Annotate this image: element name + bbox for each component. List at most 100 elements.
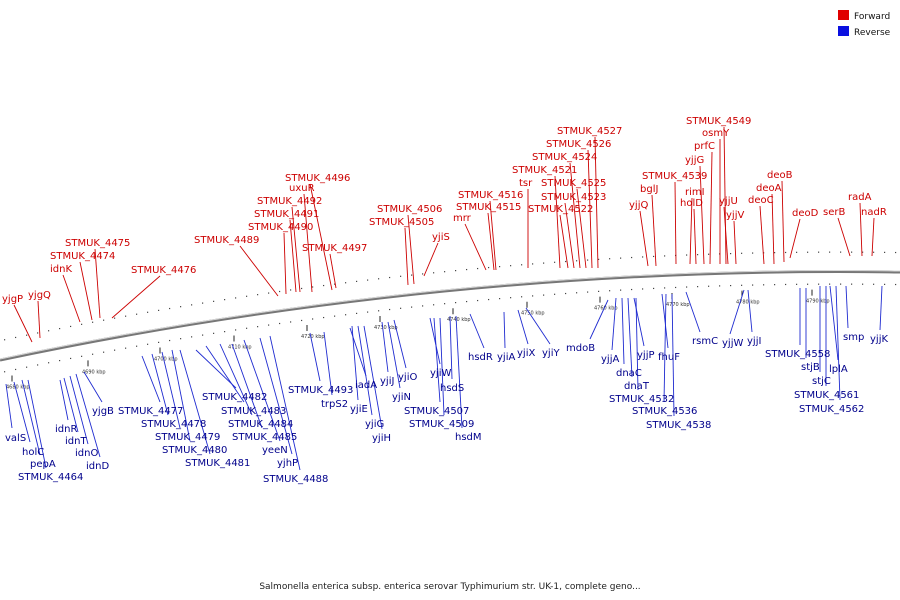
reverse-leader-line — [381, 321, 389, 373]
reverse-leader-line — [747, 289, 753, 333]
track-dot — [136, 313, 138, 315]
forward-leader-line — [404, 227, 409, 286]
track-dot — [774, 284, 776, 286]
track-dot — [829, 283, 831, 285]
reverse-gene-label: STMUK_4482 — [202, 392, 267, 403]
reverse-gene-label: yjiW — [430, 368, 451, 379]
backbone-highlight — [0, 270, 900, 360]
track-dot — [92, 353, 94, 355]
reverse-gene-label: yjiJ — [380, 376, 394, 387]
track-dot — [598, 258, 600, 260]
track-dot — [466, 268, 468, 271]
tick-label: 4700 kbp — [154, 356, 178, 362]
forward-leader-line — [781, 180, 785, 263]
tick-label: 4780 kbp — [736, 300, 760, 306]
forward-gene-label: radA — [848, 192, 872, 203]
track-dot — [884, 283, 886, 285]
forward-gene-label: yjgP — [2, 294, 23, 305]
track-dot — [378, 310, 380, 312]
track-dot — [378, 278, 380, 280]
reverse-gene-label: STMUK_4561 — [794, 390, 859, 401]
reverse-leader-line — [21, 379, 41, 456]
forward-leader-line — [733, 220, 737, 265]
reverse-leader-line — [63, 377, 79, 433]
track-dot — [719, 285, 721, 287]
track-dot — [532, 295, 534, 297]
track-dot — [48, 362, 50, 364]
track-dot — [15, 336, 17, 339]
reverse-gene-label: idnT — [65, 436, 87, 447]
reverse-gene-label: STMUK_4485 — [232, 432, 297, 443]
legend-swatch-forward — [838, 10, 849, 20]
forward-gene-label: STMUK_4476 — [131, 265, 196, 276]
forward-gene-label: STMUK_4492 — [257, 196, 322, 207]
track-dot — [323, 284, 325, 287]
track-dot — [818, 251, 820, 253]
track-dot — [400, 275, 402, 277]
reverse-leader-line — [219, 343, 253, 416]
legend: Forward Reverse — [838, 10, 891, 38]
reverse-leader-line — [179, 349, 211, 455]
track-dot — [521, 296, 523, 298]
track-dot — [708, 253, 710, 255]
track-dot — [4, 339, 6, 341]
reverse-leader-line — [171, 349, 191, 442]
forward-leader-line — [291, 206, 301, 293]
forward-leader-line — [693, 208, 697, 265]
reverse-leader-line — [627, 297, 633, 378]
reverse-gene-label: stjC — [812, 376, 831, 387]
forward-leader-line — [569, 162, 581, 269]
forward-gene-label: STMUK_4490 — [248, 222, 313, 233]
track-dot — [543, 262, 545, 264]
tick-label: 4740 kbp — [447, 317, 471, 323]
track-dot — [279, 322, 281, 325]
reverse-leader-line — [455, 315, 463, 429]
reverse-gene-label: yjjP — [637, 350, 655, 361]
forward-leader-line — [489, 200, 497, 271]
track-dot — [598, 290, 600, 292]
track-dot — [785, 283, 787, 286]
forward-gene-label: STMUK_4516 — [458, 190, 523, 201]
track-dot — [488, 266, 490, 269]
reverse-gene-label: STMUK_4536 — [632, 406, 697, 417]
reverse-gene-label: smp — [843, 332, 864, 343]
track-dot — [587, 291, 589, 293]
reverse-leader-line — [141, 355, 161, 403]
track-dot — [851, 283, 853, 285]
forward-leader-line — [407, 214, 415, 285]
reverse-gene-label: STMUK_4477 — [118, 406, 183, 417]
forward-leader-line — [587, 149, 593, 269]
track-dot — [81, 355, 83, 357]
track-dot — [642, 288, 644, 290]
forward-leader-line — [554, 175, 561, 269]
reverse-gene-label: yjiA — [497, 352, 515, 363]
track-dot — [565, 260, 567, 263]
reverse-leader-line — [259, 337, 293, 455]
track-dot — [301, 319, 303, 322]
track-dot — [422, 273, 424, 275]
track-dot — [840, 283, 842, 285]
track-dot — [752, 284, 754, 286]
forward-gene-label: serB — [823, 207, 845, 218]
forward-gene-label: STMUK_4496 — [285, 173, 350, 184]
forward-leader-line — [239, 245, 279, 297]
track-dot — [851, 251, 853, 253]
forward-leader-line — [689, 197, 693, 265]
reverse-leader-line — [393, 319, 407, 369]
forward-leader-line — [309, 183, 333, 291]
forward-gene-label: deoA — [756, 183, 782, 194]
forward-gene-label: STMUK_4523 — [541, 192, 606, 203]
track-dot — [730, 252, 732, 255]
track-dot — [180, 338, 182, 340]
track-dot — [829, 251, 831, 253]
track-dot — [840, 251, 842, 253]
reverse-leader-line — [433, 317, 441, 403]
track-dot — [455, 302, 457, 304]
legend-label-reverse: Reverse — [854, 28, 891, 38]
track-dot — [37, 364, 39, 366]
track-dot — [620, 289, 622, 291]
track-dot — [422, 305, 424, 307]
forward-gene-label: idnK — [50, 264, 72, 275]
reverse-leader-line — [69, 375, 89, 445]
forward-leader-line — [79, 261, 93, 321]
